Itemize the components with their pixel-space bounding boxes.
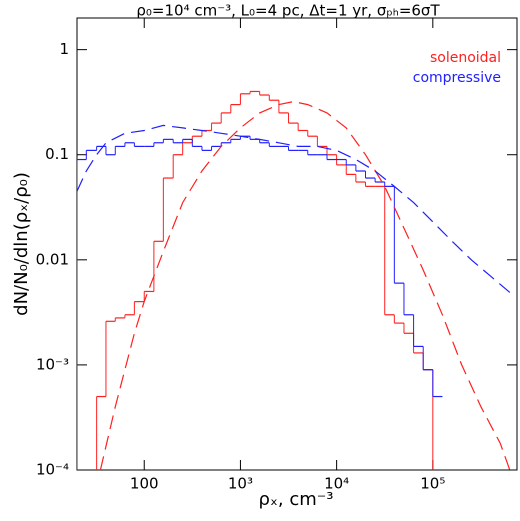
chart-title: ρ₀=10⁴ cm⁻³, L₀=4 pc, Δt=1 yr, σₚₕ=6σT <box>136 2 440 20</box>
legend-entry: solenoidal <box>430 50 501 66</box>
x-tick-label: 10³ <box>228 475 253 493</box>
x-axis-label: ρₓ, cm⁻³ <box>258 489 333 510</box>
x-tick-label: 10⁴ <box>324 475 349 493</box>
x-tick-label: 100 <box>130 475 159 493</box>
y-axis-label: dN/N₀/dln(ρₓ/ρ₀) <box>11 172 32 316</box>
legend-entry: compressive <box>413 70 501 86</box>
y-tick-label: 1 <box>59 40 69 58</box>
y-tick-label: 0.1 <box>45 145 69 163</box>
model-curve <box>77 124 511 293</box>
y-tick-label: 10⁻³ <box>36 355 69 373</box>
y-tick-label: 10⁻⁴ <box>36 461 69 479</box>
plot-area <box>77 90 511 470</box>
x-tick-label: 10⁵ <box>420 475 445 493</box>
y-tick-label: 0.01 <box>36 250 69 268</box>
model-curve <box>99 100 511 470</box>
